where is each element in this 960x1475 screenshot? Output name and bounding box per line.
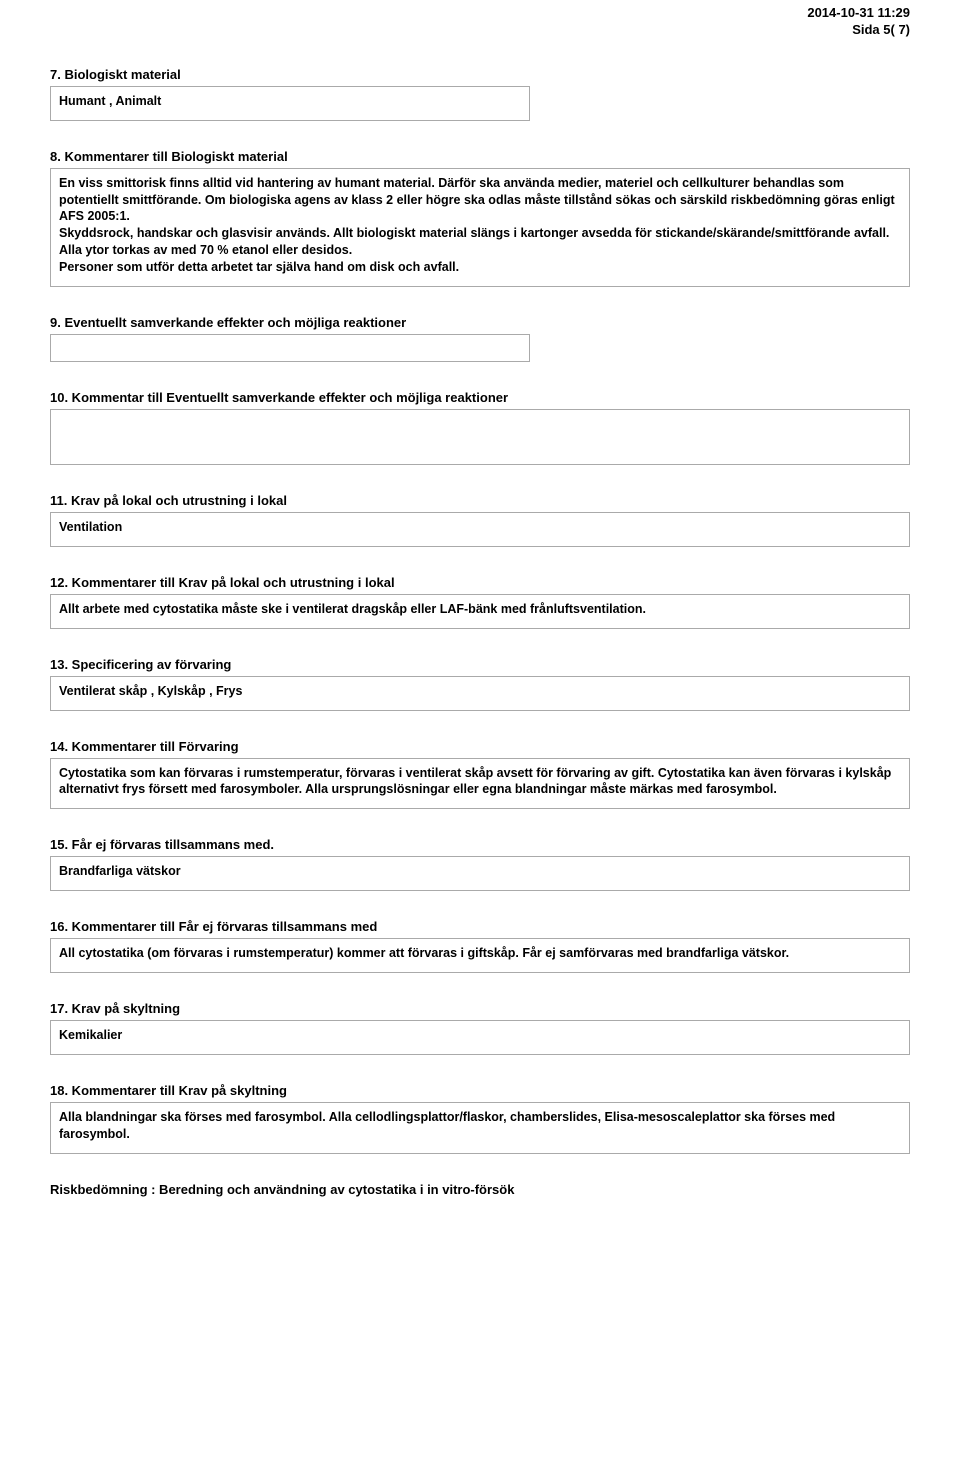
section-content-box: Allt arbete med cytostatika måste ske i … — [50, 594, 910, 629]
section-heading: 10. Kommentar till Eventuellt samverkand… — [50, 390, 910, 405]
section-content-box: En viss smittorisk finns alltid vid hant… — [50, 168, 910, 287]
section-content-box — [50, 409, 910, 465]
section: 13. Specificering av förvaring Ventilerat… — [50, 657, 910, 711]
section-heading: 7. Biologiskt material — [50, 67, 910, 82]
section-content-box: Kemikalier — [50, 1020, 910, 1055]
section-content-box: Alla blandningar ska förses med farosymb… — [50, 1102, 910, 1154]
header-timestamp: 2014-10-31 11:29 — [50, 5, 910, 22]
section: 16. Kommentarer till Får ej förvaras til… — [50, 919, 910, 973]
section: 15. Får ej förvaras tillsammans med. Bran… — [50, 837, 910, 891]
footer-text: Riskbedömning : Beredning och användning… — [50, 1182, 910, 1197]
section-heading: 15. Får ej förvaras tillsammans med. — [50, 837, 910, 852]
section-content-box — [50, 334, 530, 362]
section: 10. Kommentar till Eventuellt samverkand… — [50, 390, 910, 465]
document-page: 2014-10-31 11:29 Sida 5( 7) 7. Biologisk… — [0, 0, 960, 1227]
section: 11. Krav på lokal och utrustning i lokal… — [50, 493, 910, 547]
section: 18. Kommentarer till Krav på skyltning Al… — [50, 1083, 910, 1154]
section-content-box: All cytostatika (om förvaras i rumstempe… — [50, 938, 910, 973]
section-heading: 12. Kommentarer till Krav på lokal och u… — [50, 575, 910, 590]
section: 17. Krav på skyltning Kemikalier — [50, 1001, 910, 1055]
section-heading: 18. Kommentarer till Krav på skyltning — [50, 1083, 910, 1098]
section-content-box: Ventilerat skåp , Kylskåp , Frys — [50, 676, 910, 711]
section-heading: 8. Kommentarer till Biologiskt material — [50, 149, 910, 164]
section-heading: 11. Krav på lokal och utrustning i lokal — [50, 493, 910, 508]
section: 14. Kommentarer till Förvaring Cytostatik… — [50, 739, 910, 810]
section-heading: 13. Specificering av förvaring — [50, 657, 910, 672]
section: 7. Biologiskt material Humant , Animalt — [50, 67, 910, 121]
section-content-box: Brandfarliga vätskor — [50, 856, 910, 891]
sections-container: 7. Biologiskt material Humant , Animalt 8.… — [50, 67, 910, 1154]
section: 9. Eventuellt samverkande effekter och m… — [50, 315, 910, 362]
section-heading: 9. Eventuellt samverkande effekter och m… — [50, 315, 910, 330]
page-header: 2014-10-31 11:29 Sida 5( 7) — [50, 5, 910, 39]
section-content-box: Humant , Animalt — [50, 86, 530, 121]
section: 8. Kommentarer till Biologiskt material E… — [50, 149, 910, 287]
section-heading: 14. Kommentarer till Förvaring — [50, 739, 910, 754]
section: 12. Kommentarer till Krav på lokal och u… — [50, 575, 910, 629]
header-page-info: Sida 5( 7) — [50, 22, 910, 39]
section-content-box: Cytostatika som kan förvaras i rumstempe… — [50, 758, 910, 810]
section-heading: 17. Krav på skyltning — [50, 1001, 910, 1016]
section-content-box: Ventilation — [50, 512, 910, 547]
section-heading: 16. Kommentarer till Får ej förvaras til… — [50, 919, 910, 934]
